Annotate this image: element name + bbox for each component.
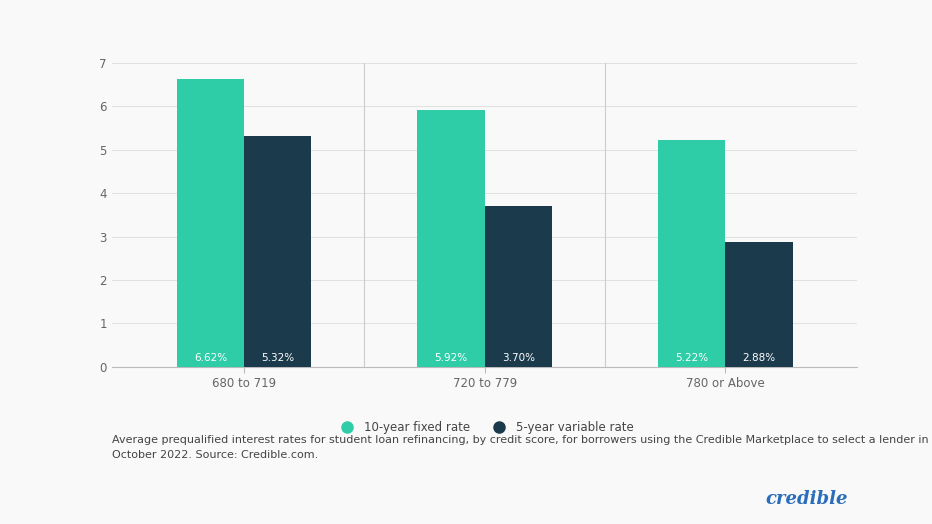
Bar	[244, 136, 311, 367]
Text: 6.62%: 6.62%	[194, 353, 227, 363]
Bar	[725, 242, 792, 367]
Text: 5.22%: 5.22%	[675, 353, 708, 363]
Bar	[418, 110, 485, 367]
Legend: 10-year fixed rate, 5-year variable rate: 10-year fixed rate, 5-year variable rate	[336, 421, 634, 434]
Text: October 2022. Source: Credible.com.: October 2022. Source: Credible.com.	[112, 451, 318, 461]
Text: 5.92%: 5.92%	[434, 353, 468, 363]
Text: 3.70%: 3.70%	[501, 353, 535, 363]
Text: 5.32%: 5.32%	[261, 353, 295, 363]
Bar	[177, 79, 244, 367]
Text: Average prequalified interest rates for student loan refinancing, by credit scor: Average prequalified interest rates for …	[112, 435, 928, 445]
Text: credible: credible	[765, 490, 848, 508]
Bar	[485, 206, 552, 367]
Text: 2.88%: 2.88%	[742, 353, 775, 363]
Bar	[658, 140, 725, 367]
